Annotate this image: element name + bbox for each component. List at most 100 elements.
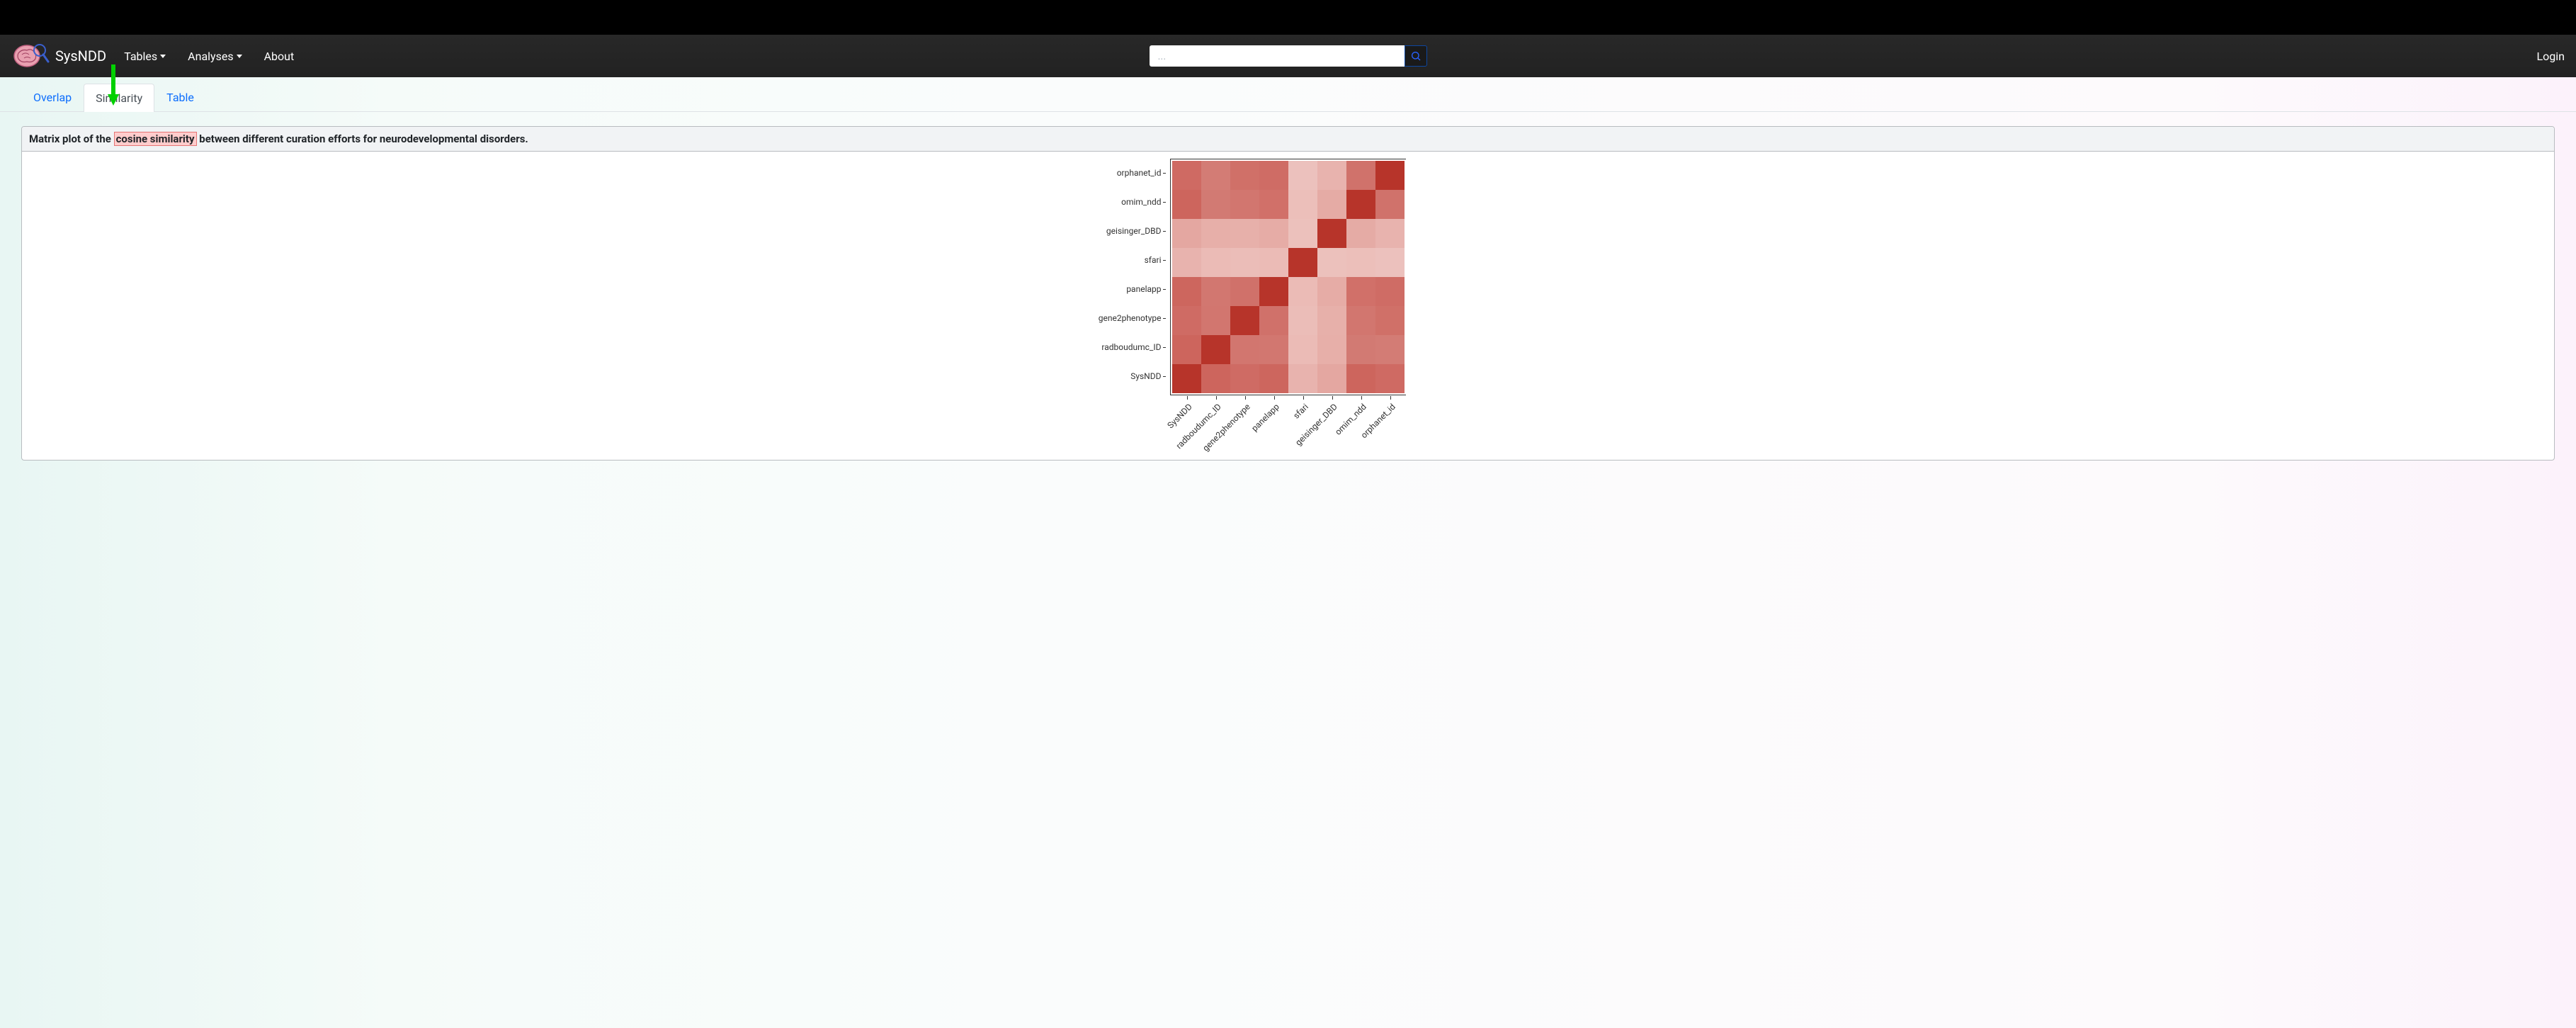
- search-button[interactable]: [1405, 45, 1427, 67]
- heatmap-cell: [1230, 335, 1259, 364]
- heatmap-cell: [1259, 190, 1288, 219]
- x-axis-label: panelapp: [1249, 402, 1281, 434]
- heatmap-cell: [1201, 277, 1230, 306]
- x-axis-tick: [1332, 396, 1333, 400]
- heatmap: orphanet_idomim_nddgeisinger_DBDsfaripan…: [1170, 159, 1407, 453]
- heatmap-cell: [1201, 219, 1230, 248]
- heatmap-row: [1172, 190, 1405, 219]
- heatmap-row: [1172, 248, 1405, 277]
- heatmap-cell: [1317, 190, 1346, 219]
- heatmap-cell: [1346, 306, 1375, 335]
- heatmap-cell: [1259, 219, 1288, 248]
- heatmap-row: [1172, 219, 1405, 248]
- nav-analyses[interactable]: Analyses: [182, 44, 247, 69]
- heatmap-cell: [1230, 219, 1259, 248]
- page-body: Overlap Similarity Table Matrix plot of …: [0, 77, 2576, 1028]
- heatmap-cell: [1346, 190, 1375, 219]
- heatmap-cell: [1375, 161, 1405, 190]
- heatmap-cell: [1288, 335, 1317, 364]
- heatmap-cell: [1375, 364, 1405, 393]
- y-axis-label: orphanet_id: [1099, 159, 1170, 188]
- x-axis-tick: [1187, 396, 1188, 400]
- heatmap-cell: [1317, 364, 1346, 393]
- tab-overlap[interactable]: Overlap: [21, 83, 84, 111]
- heatmap-cell: [1346, 161, 1375, 190]
- chevron-down-icon: [237, 55, 242, 58]
- heatmap-grid: [1170, 159, 1406, 395]
- heatmap-row: [1172, 335, 1405, 364]
- heatmap-cell: [1346, 335, 1375, 364]
- heatmap-cell: [1288, 248, 1317, 277]
- y-axis-label: radboudumc_ID: [1099, 333, 1170, 362]
- search-wrapper: [1150, 45, 1427, 67]
- heatmap-cell: [1259, 364, 1288, 393]
- panel-title: Matrix plot of the cosine similarity bet…: [22, 127, 2554, 152]
- search-input[interactable]: [1150, 45, 1405, 67]
- heatmap-cell: [1375, 335, 1405, 364]
- highlighted-term: cosine similarity: [114, 132, 197, 146]
- login-link[interactable]: Login: [2537, 50, 2565, 63]
- tab-table[interactable]: Table: [154, 83, 206, 111]
- heatmap-cell: [1259, 306, 1288, 335]
- heatmap-cell: [1317, 277, 1346, 306]
- nav-links: Tables Analyses About: [118, 44, 300, 69]
- search-icon: [1410, 50, 1422, 62]
- tabs: Overlap Similarity Table: [0, 77, 2576, 112]
- heatmap-row: [1172, 277, 1405, 306]
- nav-tables[interactable]: Tables: [118, 44, 171, 69]
- x-axis-tick: [1361, 396, 1362, 400]
- heatmap-cell: [1230, 190, 1259, 219]
- navbar-right: Login: [2537, 50, 2565, 63]
- y-axis-label: gene2phenotype: [1099, 304, 1170, 333]
- similarity-panel: Matrix plot of the cosine similarity bet…: [21, 126, 2555, 461]
- annotation-arrow-icon: [106, 64, 120, 107]
- heatmap-cell: [1375, 219, 1405, 248]
- heatmap-cell: [1201, 190, 1230, 219]
- top-black-bar: [0, 0, 2576, 35]
- x-axis-tick: [1390, 396, 1391, 400]
- heatmap-cell: [1172, 277, 1201, 306]
- heatmap-cell: [1230, 161, 1259, 190]
- heatmap-cell: [1172, 306, 1201, 335]
- x-axis-tick: [1303, 396, 1304, 400]
- heatmap-cell: [1375, 190, 1405, 219]
- heatmap-row: [1172, 306, 1405, 335]
- heatmap-cell: [1201, 364, 1230, 393]
- heatmap-cell: [1375, 248, 1405, 277]
- brain-logo-icon: [11, 40, 50, 72]
- nav-about[interactable]: About: [259, 44, 300, 69]
- heatmap-cell: [1317, 219, 1346, 248]
- heatmap-cell: [1288, 306, 1317, 335]
- heatmap-cell: [1172, 161, 1201, 190]
- heatmap-x-labels: SysNDDradboudumc_IDgene2phenotypepanelap…: [1171, 396, 1407, 453]
- heatmap-cell: [1201, 306, 1230, 335]
- heatmap-cell: [1288, 219, 1317, 248]
- heatmap-row: [1172, 161, 1405, 190]
- heatmap-cell: [1230, 277, 1259, 306]
- panel-body: orphanet_idomim_nddgeisinger_DBDsfaripan…: [22, 152, 2554, 460]
- brand-link[interactable]: SysNDD: [11, 40, 106, 72]
- heatmap-cell: [1259, 335, 1288, 364]
- x-axis-label: sfari: [1291, 402, 1310, 421]
- heatmap-cell: [1259, 277, 1288, 306]
- x-axis-label: SysNDD: [1165, 402, 1194, 431]
- heatmap-cell: [1317, 161, 1346, 190]
- y-axis-label: sfari: [1099, 246, 1170, 275]
- heatmap-y-labels: orphanet_idomim_nddgeisinger_DBDsfaripan…: [1099, 159, 1170, 391]
- heatmap-cell: [1201, 248, 1230, 277]
- heatmap-cell: [1346, 364, 1375, 393]
- heatmap-cell: [1317, 248, 1346, 277]
- heatmap-cell: [1230, 364, 1259, 393]
- heatmap-row: [1172, 364, 1405, 393]
- heatmap-cell: [1259, 248, 1288, 277]
- y-axis-label: panelapp: [1099, 275, 1170, 304]
- heatmap-cell: [1172, 248, 1201, 277]
- heatmap-cell: [1346, 248, 1375, 277]
- heatmap-cell: [1230, 248, 1259, 277]
- chevron-down-icon: [160, 55, 166, 58]
- heatmap-cell: [1201, 335, 1230, 364]
- x-axis-tick: [1245, 396, 1246, 400]
- heatmap-cell: [1288, 161, 1317, 190]
- heatmap-cell: [1172, 219, 1201, 248]
- heatmap-cell: [1172, 364, 1201, 393]
